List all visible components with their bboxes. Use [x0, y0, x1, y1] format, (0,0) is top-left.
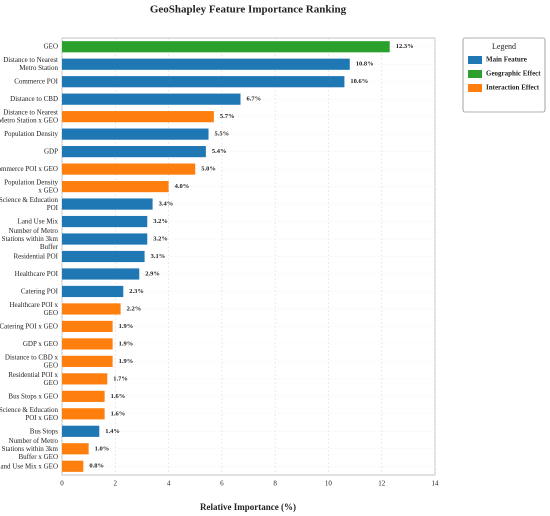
- bar: [62, 320, 113, 333]
- value-label: 2.2%: [127, 305, 142, 312]
- value-label: 1.7%: [113, 375, 128, 382]
- legend-swatch: [468, 70, 482, 78]
- legend-box: [462, 37, 546, 113]
- value-label: 1.6%: [111, 410, 126, 417]
- x-tick-label: 0: [60, 480, 64, 488]
- value-label: 1.0%: [95, 445, 110, 452]
- bar: [62, 390, 105, 402]
- value-label: 1.9%: [119, 323, 134, 330]
- bar: [62, 355, 113, 367]
- bar: [62, 443, 89, 455]
- legend: Legend Main Feature Geographic Effect Inter…: [462, 37, 546, 113]
- bar: [62, 408, 105, 420]
- y-tick-label: Population Density x GEO: [4, 178, 58, 194]
- value-label: 5.0%: [201, 166, 216, 173]
- x-tick-label: 12: [378, 480, 386, 488]
- y-tick-label: Distance to Nearest Metro Station x GEO: [0, 108, 58, 124]
- y-tick-label: Distance to Nearest Metro Station: [3, 56, 58, 72]
- bar: [62, 163, 196, 175]
- value-label: 6.7%: [247, 96, 262, 103]
- y-tick-label: Healthcare POI: [15, 270, 59, 278]
- value-label: 10.8%: [356, 61, 374, 68]
- x-tick-label: 6: [220, 480, 224, 488]
- value-label: 3.4%: [159, 201, 174, 208]
- legend-title: Legend: [492, 42, 516, 51]
- bar: [62, 198, 153, 210]
- y-tick-label: Number of Metro Stations within 3km Buffer…: [2, 436, 59, 460]
- y-tick-label: Residential POI: [13, 252, 58, 260]
- x-tick-label: 10: [325, 480, 333, 488]
- value-label: 1.9%: [119, 340, 134, 347]
- value-label: 1.4%: [105, 428, 120, 435]
- value-label: 12.3%: [396, 43, 414, 50]
- y-tick-label: Population Density: [4, 130, 58, 138]
- x-tick-label: 4: [167, 480, 171, 488]
- y-tick-label: Bus Stops x GEO: [8, 392, 58, 400]
- legend-label: Geographic Effect: [486, 70, 541, 78]
- y-tick-label: GDP: [44, 147, 58, 155]
- value-label: 3.2%: [153, 236, 168, 243]
- value-label: 1.9%: [119, 358, 134, 365]
- legend-label: Interaction Effect: [486, 84, 540, 92]
- bar: [62, 58, 350, 70]
- value-label: 2.3%: [129, 288, 144, 295]
- bar: [62, 303, 121, 315]
- value-label: 2.9%: [145, 270, 160, 277]
- y-tick-label: Healthcare POI x GEO: [9, 301, 58, 317]
- y-tick-label: Land Use Mix x GEO: [0, 462, 58, 470]
- bar: [62, 460, 84, 472]
- value-label: 3.2%: [153, 218, 168, 225]
- legend-swatch: [468, 56, 482, 64]
- x-tick-label: 2: [114, 480, 118, 488]
- value-label: 0.8%: [89, 463, 104, 470]
- y-tick-label: Commerce POI x GEO: [0, 165, 58, 173]
- value-label: 3.1%: [151, 253, 166, 260]
- y-tick-label: Distance to CBD x GEO: [5, 353, 59, 369]
- y-tick-label: Distance to CBD: [10, 95, 58, 103]
- bar: [62, 41, 390, 53]
- value-label: 5.7%: [220, 113, 235, 120]
- chart-title: GeoShapley Feature Importance Ranking: [150, 4, 347, 16]
- y-tick-label: Land Use Mix: [18, 217, 59, 225]
- bar: [62, 111, 214, 123]
- y-tick-label: Catering POI: [21, 287, 59, 295]
- bar: [62, 93, 241, 105]
- value-label: 4.0%: [175, 183, 190, 190]
- bar: [62, 76, 345, 88]
- x-tick-label: 14: [432, 480, 440, 488]
- bar: [62, 250, 145, 263]
- y-tick-label: Science & Education POI: [0, 196, 59, 212]
- legend-swatch: [468, 84, 482, 92]
- bar: [62, 180, 169, 193]
- x-axis-label: Relative Importance (%): [200, 502, 296, 512]
- y-tick-label: GDP x GEO: [23, 340, 58, 348]
- y-tick-label: Number of Metro Stations within 3km Buffer: [2, 227, 59, 251]
- y-tick-label: Commerce POI: [14, 77, 58, 85]
- bar: [62, 233, 148, 245]
- y-tick-label: Bus Stops: [30, 427, 58, 435]
- bar: [62, 373, 108, 385]
- bar: [62, 268, 140, 280]
- y-tick-label: GEO: [44, 42, 58, 50]
- x-tick-label: 8: [273, 480, 277, 488]
- value-label: 10.6%: [350, 78, 368, 85]
- y-tick-label: Science & Education POI x GEO: [0, 405, 58, 421]
- value-label: 5.4%: [212, 148, 227, 155]
- bar: [62, 338, 113, 350]
- value-label: 1.6%: [111, 393, 126, 400]
- bar: [62, 146, 206, 158]
- y-tick-label: Residential POI x GEO: [8, 370, 58, 386]
- value-label: 5.5%: [215, 131, 230, 138]
- bar: [62, 285, 124, 298]
- y-tick-label: Catering POI x GEO: [0, 322, 58, 330]
- bar: [62, 215, 148, 228]
- legend-label: Main Feature: [486, 56, 527, 64]
- bar: [62, 128, 209, 140]
- bar: [62, 425, 100, 437]
